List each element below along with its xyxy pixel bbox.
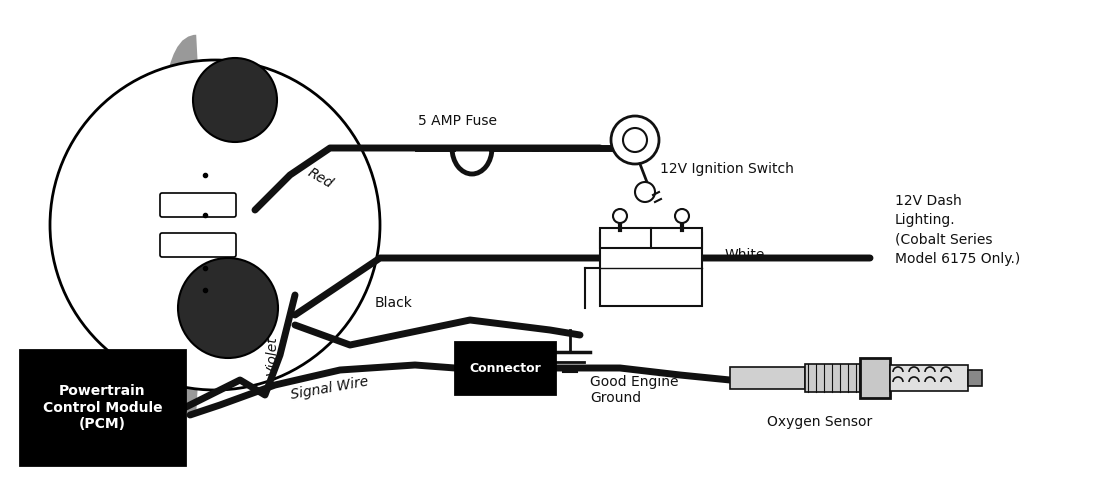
FancyBboxPatch shape <box>805 364 860 392</box>
FancyBboxPatch shape <box>890 365 968 391</box>
Circle shape <box>635 182 655 202</box>
Text: Violet: Violet <box>265 335 279 375</box>
Text: 12V Dash
Lighting.
(Cobalt Series
Model 6175 Only.): 12V Dash Lighting. (Cobalt Series Model … <box>895 194 1020 266</box>
FancyBboxPatch shape <box>599 233 702 306</box>
Text: 5 AMP Fuse: 5 AMP Fuse <box>418 114 498 128</box>
Circle shape <box>623 128 647 152</box>
Circle shape <box>50 60 380 390</box>
Text: Red: Red <box>305 165 336 191</box>
FancyBboxPatch shape <box>160 233 236 257</box>
Text: Signal Wire: Signal Wire <box>290 374 370 402</box>
FancyBboxPatch shape <box>860 358 890 398</box>
FancyBboxPatch shape <box>730 367 805 389</box>
Text: Powertrain
Control Module
(PCM): Powertrain Control Module (PCM) <box>43 385 162 431</box>
Text: Good Engine
Ground: Good Engine Ground <box>590 375 679 405</box>
FancyBboxPatch shape <box>599 228 702 248</box>
Text: 12V Ignition Switch: 12V Ignition Switch <box>660 162 794 176</box>
Circle shape <box>613 209 627 223</box>
FancyBboxPatch shape <box>20 350 185 465</box>
FancyBboxPatch shape <box>160 193 236 217</box>
Circle shape <box>611 116 659 164</box>
Circle shape <box>178 258 278 358</box>
Text: Black: Black <box>375 296 413 310</box>
FancyBboxPatch shape <box>968 370 981 386</box>
Text: White: White <box>725 248 765 262</box>
Circle shape <box>193 58 277 142</box>
Text: Connector: Connector <box>469 362 541 374</box>
FancyBboxPatch shape <box>455 342 555 394</box>
Circle shape <box>675 209 689 223</box>
Text: Oxygen Sensor: Oxygen Sensor <box>767 415 872 429</box>
